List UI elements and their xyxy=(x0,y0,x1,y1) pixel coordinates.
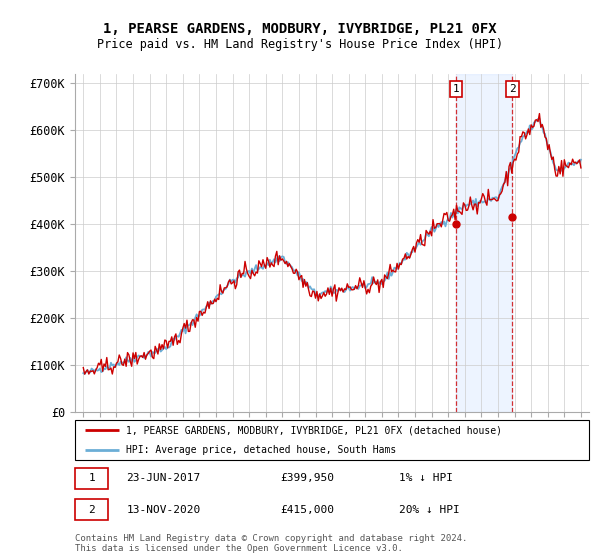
Text: 2: 2 xyxy=(509,84,516,94)
Bar xyxy=(456,74,512,412)
Text: 1, PEARSE GARDENS, MODBURY, IVYBRIDGE, PL21 0FX (detached house): 1, PEARSE GARDENS, MODBURY, IVYBRIDGE, P… xyxy=(127,425,502,435)
Text: £399,950: £399,950 xyxy=(281,473,335,483)
Text: 2: 2 xyxy=(88,505,95,515)
Text: 1: 1 xyxy=(453,84,460,94)
FancyBboxPatch shape xyxy=(75,420,589,460)
Text: HPI: Average price, detached house, South Hams: HPI: Average price, detached house, Sout… xyxy=(127,445,397,455)
FancyBboxPatch shape xyxy=(75,468,109,489)
Text: 1: 1 xyxy=(88,473,95,483)
Text: 23-JUN-2017: 23-JUN-2017 xyxy=(127,473,200,483)
Text: £415,000: £415,000 xyxy=(281,505,335,515)
Text: 20% ↓ HPI: 20% ↓ HPI xyxy=(399,505,460,515)
Text: 13-NOV-2020: 13-NOV-2020 xyxy=(127,505,200,515)
Text: 1, PEARSE GARDENS, MODBURY, IVYBRIDGE, PL21 0FX: 1, PEARSE GARDENS, MODBURY, IVYBRIDGE, P… xyxy=(103,22,497,36)
Text: Price paid vs. HM Land Registry's House Price Index (HPI): Price paid vs. HM Land Registry's House … xyxy=(97,38,503,51)
Text: Contains HM Land Registry data © Crown copyright and database right 2024.
This d: Contains HM Land Registry data © Crown c… xyxy=(75,534,467,553)
FancyBboxPatch shape xyxy=(75,499,109,520)
Text: 1% ↓ HPI: 1% ↓ HPI xyxy=(399,473,453,483)
